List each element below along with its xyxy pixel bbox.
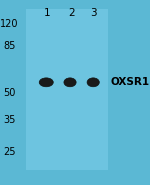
- Ellipse shape: [64, 78, 76, 87]
- Text: 85: 85: [3, 41, 16, 51]
- Text: 50: 50: [3, 88, 16, 97]
- FancyBboxPatch shape: [26, 9, 108, 170]
- Text: 3: 3: [90, 8, 97, 18]
- Text: 2: 2: [69, 8, 75, 18]
- Ellipse shape: [39, 78, 53, 87]
- Text: 35: 35: [3, 115, 16, 125]
- Text: 25: 25: [3, 147, 16, 157]
- Text: OXSR1: OXSR1: [110, 77, 149, 87]
- Text: 120: 120: [0, 19, 19, 29]
- Text: 1: 1: [44, 8, 51, 18]
- Ellipse shape: [87, 78, 99, 87]
